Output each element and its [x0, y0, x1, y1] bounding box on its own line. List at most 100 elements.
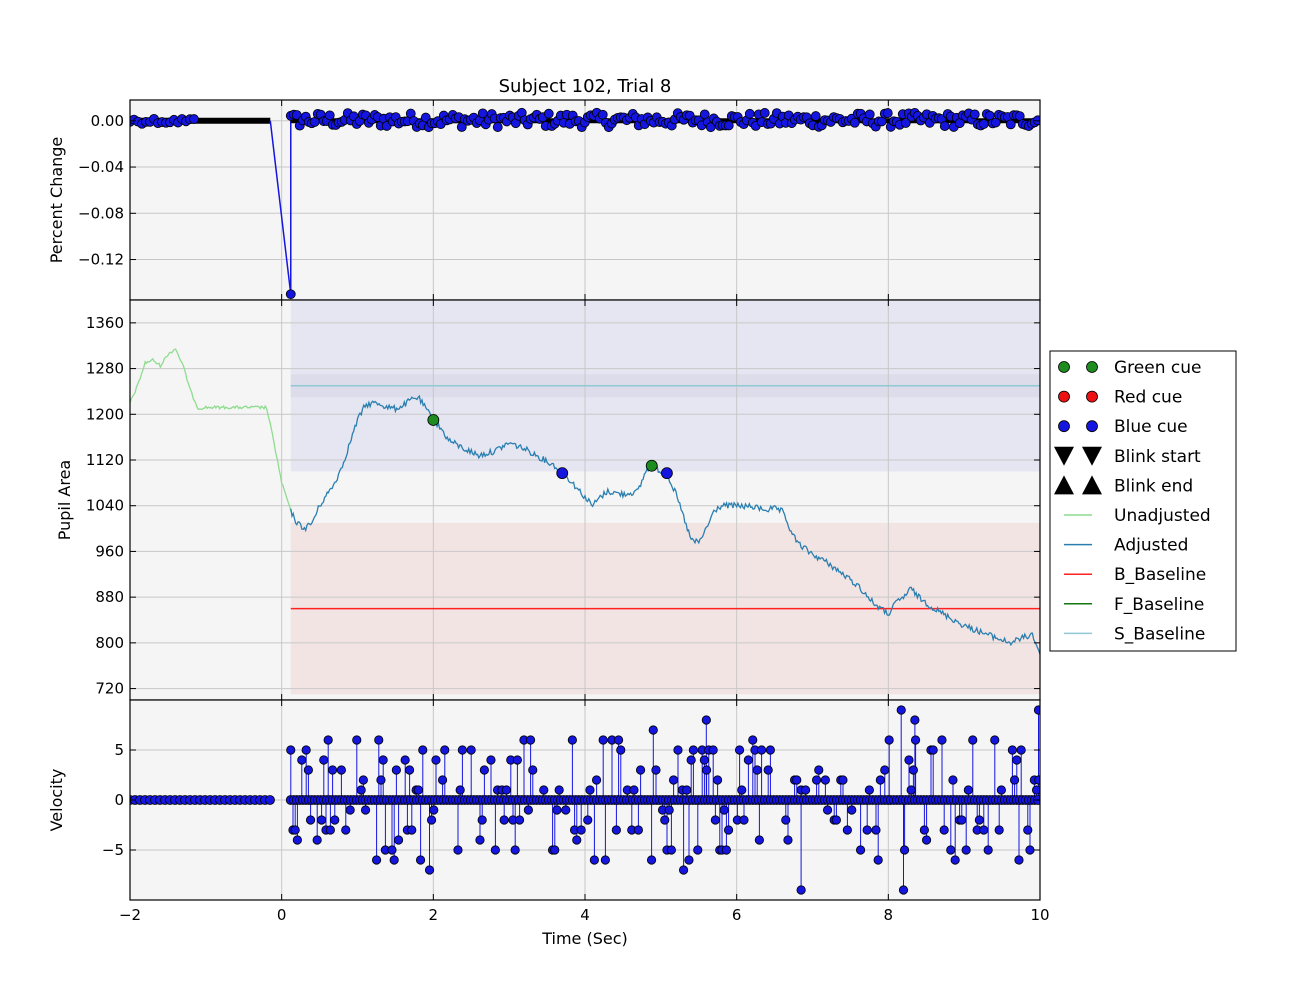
legend-marker: [1086, 361, 1098, 373]
velocity-point: [961, 845, 971, 855]
velocity-point: [678, 865, 689, 875]
legend-label: S_Baseline: [1114, 624, 1205, 644]
percent-change-point: [864, 109, 875, 120]
velocity-point: [937, 735, 947, 745]
velocity-point: [583, 815, 593, 825]
percent-change-point: [759, 108, 770, 118]
legend-label: Green cue: [1114, 358, 1201, 378]
legend-marker: [1058, 390, 1070, 403]
velocity-point: [404, 765, 415, 775]
velocity-point: [754, 835, 764, 845]
velocity-point: [963, 785, 973, 795]
percent-change-point: [969, 109, 980, 120]
velocity-point: [499, 815, 509, 825]
velocity-point: [591, 775, 602, 785]
velocity-point: [523, 805, 533, 815]
velocity-point: [820, 775, 830, 785]
velocity-point: [957, 815, 967, 825]
velocity-point: [838, 775, 848, 785]
velocity-point: [664, 805, 674, 815]
velocity-point: [910, 735, 921, 745]
velocity-point: [875, 775, 885, 785]
x-tick-label: 10: [1030, 906, 1049, 924]
velocity-point: [371, 855, 382, 865]
velocity-point: [752, 765, 762, 775]
velocity-point: [950, 855, 960, 865]
velocity-point: [486, 755, 496, 765]
velocity-point: [712, 775, 723, 785]
velocity-point: [616, 745, 626, 755]
legend-marker: [1058, 361, 1070, 373]
velocity-point: [330, 815, 340, 825]
velocity-point: [1007, 745, 1017, 755]
velocity-point: [660, 815, 670, 825]
legend-label: Blink start: [1114, 447, 1201, 467]
x-tick-label: 6: [732, 906, 742, 924]
cue-marker: [556, 467, 569, 480]
velocity-point: [418, 745, 428, 755]
velocity-point: [589, 855, 599, 865]
velocity-point: [510, 845, 520, 855]
y-tick-label: 0.00: [91, 112, 124, 130]
velocity-stem-lines: [290, 710, 1040, 890]
velocity-point: [898, 885, 909, 895]
plot-area: [130, 300, 1040, 700]
velocity-point: [345, 805, 355, 815]
percent-change-point: [810, 111, 821, 121]
velocity-point: [990, 735, 1000, 745]
velocity-point: [1034, 775, 1040, 785]
velocity-point: [668, 775, 679, 785]
legend-label: Blink end: [1114, 476, 1193, 496]
velocity-point: [737, 785, 747, 795]
y-tick-label: −0.12: [78, 251, 124, 269]
velocity-point: [666, 845, 676, 855]
cue-marker: [427, 414, 440, 426]
legend-label: B_Baseline: [1114, 565, 1206, 585]
velocity-point: [407, 825, 417, 835]
velocity-point: [453, 845, 463, 855]
velocity-point: [734, 745, 745, 755]
velocity-point: [292, 835, 302, 845]
velocity-point: [629, 785, 639, 795]
panels: 0.00 −0.04 −0.08 −0.12 Percent Change 1360 128…: [47, 99, 1050, 924]
velocity-point: [719, 805, 729, 815]
velocity-point: [477, 815, 487, 825]
velocity-point: [855, 845, 866, 855]
velocity-point: [814, 765, 824, 775]
velocity-point: [710, 815, 720, 825]
velocity-point: [286, 745, 296, 755]
velocity-point: [1016, 745, 1026, 755]
velocity-point: [910, 715, 920, 725]
velocity-point: [1033, 705, 1040, 715]
y-tick-label: 1280: [86, 360, 124, 378]
velocity-point: [356, 785, 366, 795]
percent-change-point: [1005, 119, 1016, 130]
cue-marker: [645, 459, 658, 472]
velocity-point: [822, 805, 833, 815]
velocity-point: [528, 765, 538, 775]
y-axis-label: Velocity: [47, 769, 66, 832]
velocity-point: [974, 815, 984, 825]
velocity-point: [919, 825, 929, 835]
velocity-point: [374, 735, 384, 745]
percent-change-point: [189, 114, 199, 124]
velocity-point: [358, 775, 368, 785]
velocity-point: [457, 745, 467, 755]
velocity-point: [1014, 855, 1024, 865]
legend-item: Unadjusted: [1064, 506, 1211, 526]
velocity-point: [552, 805, 562, 815]
velocity-stems: [290, 710, 1040, 890]
velocity-point: [979, 825, 989, 835]
y-tick-label: 1200: [86, 405, 124, 423]
velocity-point: [297, 755, 307, 765]
legend-label: Blue cue: [1114, 417, 1188, 437]
y-tick-label: 0: [114, 791, 124, 809]
velocity-point: [896, 705, 906, 715]
legend-item: B_Baseline: [1064, 565, 1206, 585]
velocity-point: [301, 745, 311, 755]
velocity-point: [512, 755, 522, 765]
velocity-point: [948, 775, 958, 785]
velocity-point: [688, 745, 698, 755]
velocity-point: [994, 825, 1004, 835]
